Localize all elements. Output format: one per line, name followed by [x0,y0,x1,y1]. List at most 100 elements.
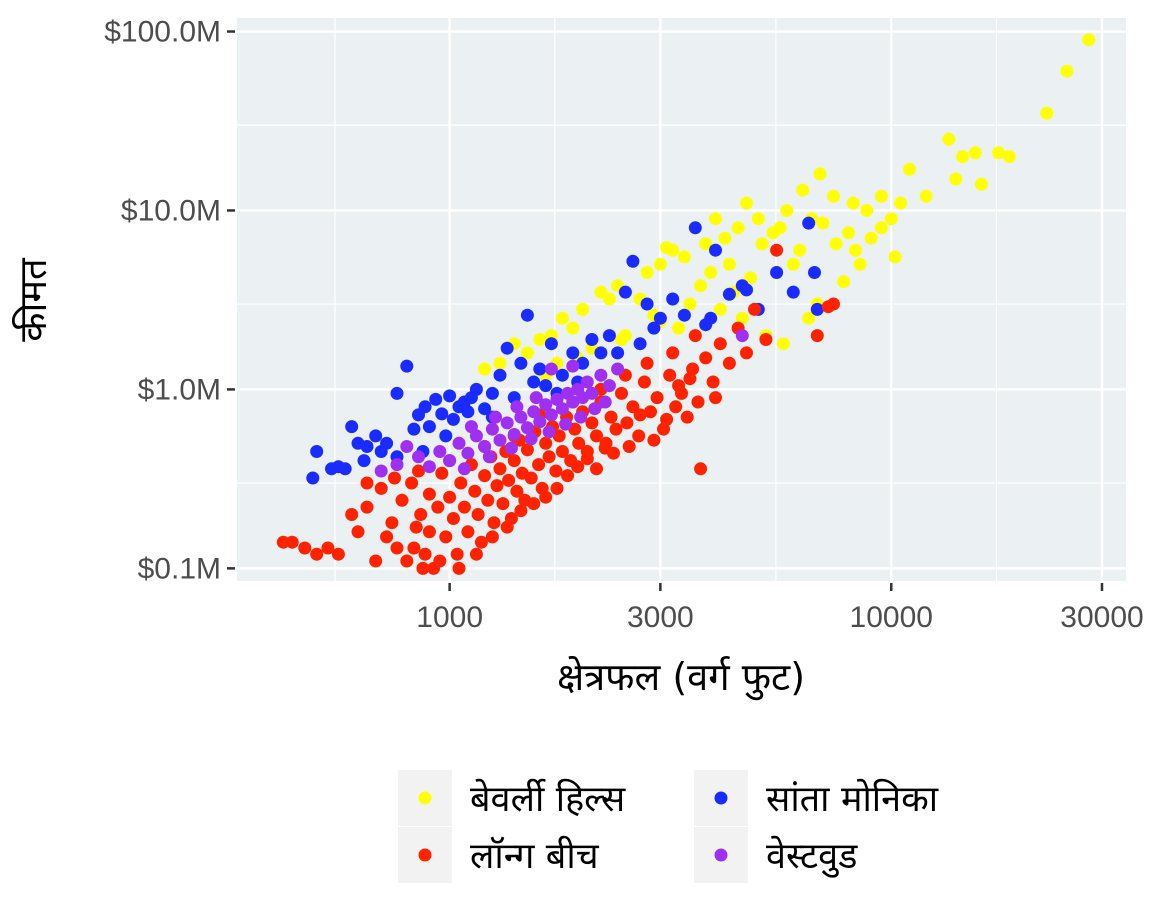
data-point [1082,33,1096,47]
data-point [735,279,749,293]
data-point [510,400,524,414]
data-point [618,285,632,299]
data-point [487,516,501,530]
data-point [594,346,608,360]
data-point [555,402,569,416]
data-point [418,400,432,414]
data-point [874,189,888,203]
data-point [431,500,445,514]
data-point [549,464,563,478]
data-point [566,346,580,360]
legend: बेवर्ली हिल्स लॉन्ग बीच सांता मोनिका वेस्टव… [398,770,939,883]
data-point [412,450,425,464]
data-point [502,473,516,487]
y-tick-label: $0.1M [138,552,221,585]
data-point [780,204,794,217]
x-tick-label: 10000 [850,601,933,634]
data-point [422,460,436,474]
data-point [369,429,383,443]
data-point [507,428,521,441]
data-point [464,391,478,405]
legend-label: वेस्टवुड [766,835,858,878]
data-point [827,189,840,203]
data-point [580,375,594,389]
data-point [740,196,753,210]
data-point [644,405,657,419]
data-point [602,329,616,343]
data-point [400,359,414,373]
data-point [602,379,616,393]
data-point [663,368,677,382]
data-point [539,379,553,393]
data-point [542,450,556,464]
data-point [385,516,399,530]
data-point [478,440,492,453]
x-axis-title: क्षेत्रफल (वर्ग फुट) [557,655,805,701]
data-point [594,368,608,382]
data-point [412,464,425,478]
data-point [514,504,528,518]
data-point [468,484,482,498]
data-point [699,351,713,365]
data-point [704,266,718,279]
data-point [276,535,290,549]
data-point [677,308,691,322]
data-point [464,420,478,434]
data-point [325,462,338,476]
data-point [429,392,443,406]
data-point [735,311,749,325]
data-point [482,450,496,464]
data-point [331,547,345,561]
data-point [409,520,423,534]
data-point [566,395,580,409]
data-point [360,440,374,453]
data-point [609,422,623,436]
data-point [722,257,736,271]
data-point [786,257,800,271]
data-point [461,446,475,460]
data-point [802,216,816,230]
data-point [561,469,575,483]
data-point [626,254,640,268]
data-point [478,362,492,376]
data-point [694,462,708,476]
data-point [433,554,447,568]
data-point [520,308,534,322]
data-point [310,547,324,561]
data-point [755,237,769,251]
data-point [559,417,573,431]
data-point [443,389,457,403]
data-point [357,454,371,468]
data-point [407,422,421,436]
data-point [813,167,827,181]
data-point [802,311,816,325]
data-point [992,146,1006,160]
data-point [640,266,654,279]
data-point [683,297,697,311]
data-point [751,212,765,226]
data-point [713,337,727,351]
data-point [860,204,874,217]
data-point [360,500,374,514]
data-point [706,375,720,389]
data-point [369,554,383,568]
data-point [414,508,428,521]
data-point [688,329,702,343]
data-point [493,356,507,370]
data-point [285,535,299,549]
data-point [640,297,654,311]
data-point [388,471,401,485]
data-point [360,476,374,490]
data-point [544,408,558,422]
data-point [407,541,421,555]
data-point [571,460,585,474]
data-point [647,321,661,335]
legend-marker [714,791,728,805]
data-point [471,508,485,521]
data-point [669,400,683,414]
data-point [842,226,855,240]
data-point [903,162,917,176]
data-point [422,420,436,434]
data-point [532,458,546,472]
data-point [968,146,982,160]
